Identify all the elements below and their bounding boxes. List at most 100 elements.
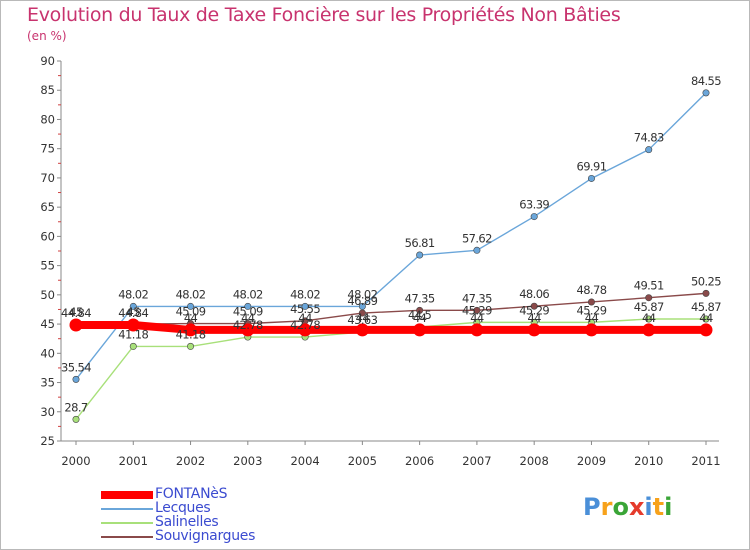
data-label: 69.91	[576, 159, 606, 173]
x-tick-label: 2002	[176, 454, 205, 468]
data-label: 45.29	[462, 303, 492, 317]
x-tick-label: 2011	[691, 454, 720, 468]
data-point	[530, 213, 538, 221]
x-tick-label: 2009	[577, 454, 606, 468]
y-tick-label: 30	[40, 405, 55, 419]
chart-title: Evolution du Taux de Taxe Foncière sur l…	[27, 4, 621, 26]
y-tick-label: 35	[40, 376, 55, 390]
y-tick-label: 70	[40, 171, 55, 185]
y-tick-label: 60	[40, 229, 55, 243]
data-point	[702, 289, 710, 297]
data-label: 74.83	[634, 131, 664, 145]
data-label: 44	[642, 311, 656, 325]
proxiti-logo: Proxiti	[583, 493, 672, 521]
y-tick-label: 80	[40, 112, 55, 126]
x-tick-label: 2003	[233, 454, 262, 468]
data-label: 47.35	[462, 291, 492, 305]
data-label: 44	[356, 311, 370, 325]
data-label: 50.25	[691, 274, 721, 288]
data-point	[527, 323, 541, 337]
series-line-2	[75, 318, 707, 421]
legend-swatch-fontanes	[101, 491, 153, 499]
data-point	[416, 306, 424, 314]
x-tick-label: 2001	[119, 454, 148, 468]
data-point	[645, 315, 653, 323]
legend-swatch-lecques	[101, 508, 153, 510]
data-label: 57.62	[462, 231, 492, 245]
data-point	[699, 323, 713, 337]
y-tick-label: 90	[40, 54, 55, 68]
data-label: 48.02	[176, 287, 206, 301]
data-label: 45.55	[290, 302, 320, 316]
y-tick-labels: 25 30 35 40 45 50 55 60 65 70 75 80 85 90	[40, 54, 55, 448]
data-label: 47.35	[405, 291, 435, 305]
data-label: 44	[241, 311, 255, 325]
y-tick-label: 75	[40, 142, 55, 156]
data-label: 63.39	[519, 198, 549, 212]
data-label: 84.55	[691, 74, 721, 88]
x-tick-label: 2000	[61, 454, 90, 468]
legend-label-lecques: Lecques	[155, 500, 211, 516]
data-point	[702, 315, 710, 323]
data-point	[473, 306, 481, 314]
x-tick-label: 2010	[634, 454, 663, 468]
x-tick-label: 2004	[290, 454, 319, 468]
data-point	[584, 323, 598, 337]
data-label: 48.02	[233, 287, 263, 301]
logo-letter: t	[652, 493, 665, 521]
x-tick-label: 2008	[520, 454, 549, 468]
series-line-3	[75, 292, 707, 325]
data-point	[126, 318, 140, 332]
data-point	[184, 323, 198, 337]
y-tick-label: 85	[40, 83, 55, 97]
y-tick-label: 25	[40, 434, 55, 448]
data-point	[187, 302, 195, 310]
y-tick-label: 55	[40, 259, 55, 273]
y-tick-label: 65	[40, 200, 55, 214]
data-point	[187, 342, 195, 350]
data-label: 56.81	[405, 236, 435, 250]
data-point	[301, 302, 309, 310]
data-labels: 35.54 48.02 48.02 48.02 48.02 48.02 56.81 57.62…	[61, 74, 722, 415]
data-point	[587, 298, 595, 306]
data-label: 43.63	[347, 313, 377, 327]
data-label: 41.18	[118, 327, 148, 341]
series-lines	[72, 92, 710, 421]
data-label: 42.78	[290, 318, 320, 332]
data-label: 45	[69, 305, 83, 319]
data-label: 44	[699, 311, 713, 325]
data-label: 48.78	[576, 283, 606, 297]
series-points	[69, 89, 713, 423]
data-point	[129, 342, 137, 350]
data-point	[530, 302, 538, 310]
data-label: 44.84	[118, 306, 148, 320]
data-point	[358, 309, 366, 317]
data-label: 44.84	[61, 306, 91, 320]
data-label: 44	[413, 311, 427, 325]
data-label: 45.09	[233, 305, 263, 319]
data-label: 45.87	[691, 300, 721, 314]
legend-label-fontanes: FONTANèS	[155, 486, 228, 502]
data-point	[702, 89, 710, 97]
data-label: 44	[470, 311, 484, 325]
logo-letter: o	[612, 493, 629, 521]
x-tick-label: 2007	[462, 454, 491, 468]
x-tick-labels: 2000 2001 2002 2003 2004 2005 2006 2007 2008 2009…	[61, 441, 721, 468]
data-label: 48.06	[519, 287, 549, 301]
data-point	[642, 323, 656, 337]
logo-letter: i	[644, 493, 653, 521]
data-point	[416, 251, 424, 259]
legend-swatch-salinelles	[101, 522, 153, 524]
legend-swatch-souvignargues	[101, 536, 153, 538]
data-point	[298, 323, 312, 337]
data-label: 45	[127, 305, 141, 319]
data-label: 42.78	[233, 318, 263, 332]
data-label: 46.89	[347, 294, 377, 308]
data-label: 48.02	[118, 287, 148, 301]
data-label: 44.5	[408, 308, 431, 322]
legend-label-souvignargues: Souvignargues	[155, 528, 256, 544]
data-point	[72, 415, 80, 423]
data-point	[244, 302, 252, 310]
logo-letter: r	[600, 493, 613, 521]
